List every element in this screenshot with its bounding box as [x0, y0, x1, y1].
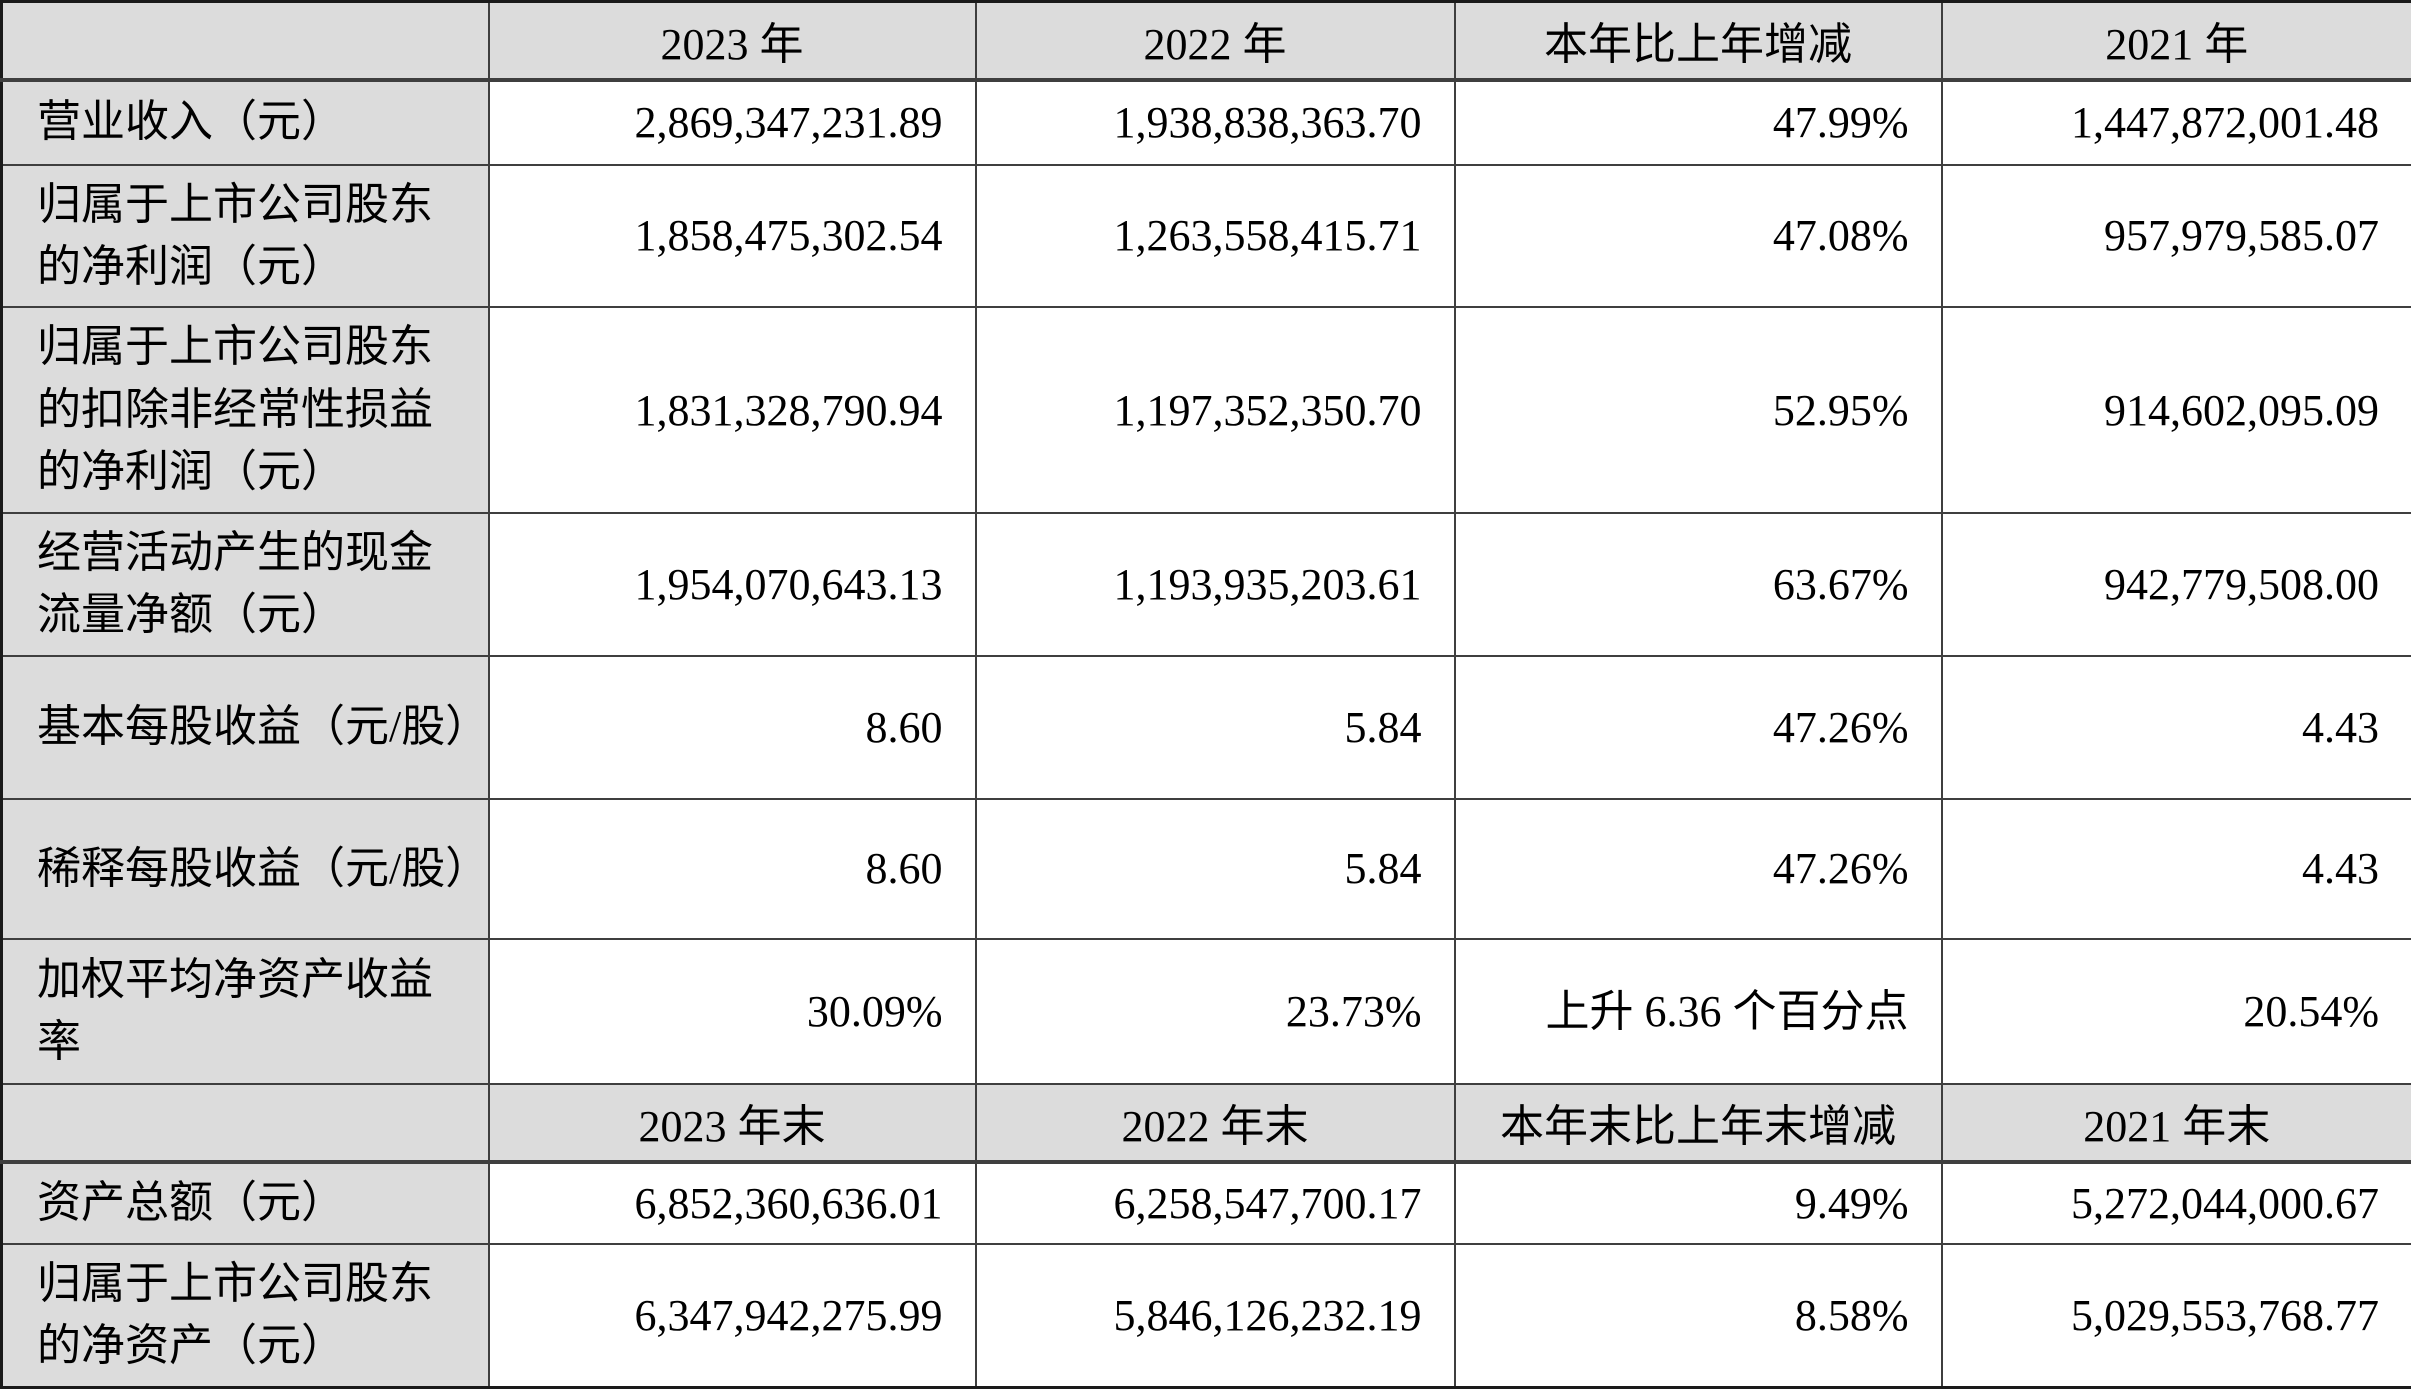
- value-net-assets-change: 8.58%: [1455, 1244, 1942, 1387]
- value-net-profit-2022: 1,263,558,415.71: [976, 165, 1455, 308]
- value-revenue-2022: 1,938,838,363.70: [976, 80, 1455, 165]
- value-weighted-roe-change: 上升 6.36 个百分点: [1455, 939, 1942, 1084]
- table-row-weighted-roe: 加权平均净资产收益率 30.09% 23.73% 上升 6.36 个百分点 20…: [2, 939, 2411, 1084]
- header-2023-end: 2023 年末: [489, 1084, 976, 1162]
- value-weighted-roe-2023: 30.09%: [489, 939, 976, 1084]
- table-row-basic-eps: 基本每股收益（元/股） 8.60 5.84 47.26% 4.43: [2, 656, 2411, 799]
- value-diluted-eps-2021: 4.43: [1942, 799, 2411, 939]
- value-net-assets-2022: 5,846,126,232.19: [976, 1244, 1455, 1387]
- value-deducted-net-profit-2022: 1,197,352,350.70: [976, 307, 1455, 512]
- row-label-net-profit: 归属于上市公司股东的净利润（元）: [2, 165, 489, 308]
- row-label-revenue: 营业收入（元）: [2, 80, 489, 165]
- value-diluted-eps-change: 47.26%: [1455, 799, 1942, 939]
- value-weighted-roe-2022: 23.73%: [976, 939, 1455, 1084]
- value-net-profit-2021: 957,979,585.07: [1942, 165, 2411, 308]
- value-deducted-net-profit-2023: 1,831,328,790.94: [489, 307, 976, 512]
- section2-header-row: 2023 年末 2022 年末 本年末比上年末增减 2021 年末: [2, 1084, 2411, 1162]
- corner-cell-2: [2, 1084, 489, 1162]
- value-basic-eps-2023: 8.60: [489, 656, 976, 799]
- value-operating-cash-flow-change: 63.67%: [1455, 513, 1942, 656]
- value-operating-cash-flow-2023: 1,954,070,643.13: [489, 513, 976, 656]
- value-basic-eps-2022: 5.84: [976, 656, 1455, 799]
- value-total-assets-2022: 6,258,547,700.17: [976, 1162, 1455, 1244]
- section1-header-row: 2023 年 2022 年 本年比上年增减 2021 年: [2, 2, 2411, 80]
- row-label-deducted-net-profit: 归属于上市公司股东的扣除非经常性损益的净利润（元）: [2, 307, 489, 512]
- value-weighted-roe-2021: 20.54%: [1942, 939, 2411, 1084]
- row-label-total-assets: 资产总额（元）: [2, 1162, 489, 1244]
- value-deducted-net-profit-change: 52.95%: [1455, 307, 1942, 512]
- header-2022-end: 2022 年末: [976, 1084, 1455, 1162]
- table-row-total-assets: 资产总额（元） 6,852,360,636.01 6,258,547,700.1…: [2, 1162, 2411, 1244]
- value-revenue-change: 47.99%: [1455, 80, 1942, 165]
- row-label-diluted-eps: 稀释每股收益（元/股）: [2, 799, 489, 939]
- value-diluted-eps-2023: 8.60: [489, 799, 976, 939]
- row-label-weighted-roe: 加权平均净资产收益率: [2, 939, 489, 1084]
- header-2022: 2022 年: [976, 2, 1455, 80]
- value-net-profit-change: 47.08%: [1455, 165, 1942, 308]
- value-diluted-eps-2022: 5.84: [976, 799, 1455, 939]
- value-revenue-2021: 1,447,872,001.48: [1942, 80, 2411, 165]
- table-row-operating-cash-flow: 经营活动产生的现金流量净额（元） 1,954,070,643.13 1,193,…: [2, 513, 2411, 656]
- value-net-profit-2023: 1,858,475,302.54: [489, 165, 976, 308]
- row-label-basic-eps: 基本每股收益（元/股）: [2, 656, 489, 799]
- row-label-net-assets: 归属于上市公司股东的净资产（元）: [2, 1244, 489, 1387]
- value-total-assets-2021: 5,272,044,000.67: [1942, 1162, 2411, 1244]
- row-label-operating-cash-flow: 经营活动产生的现金流量净额（元）: [2, 513, 489, 656]
- header-2021-end: 2021 年末: [1942, 1084, 2411, 1162]
- value-deducted-net-profit-2021: 914,602,095.09: [1942, 307, 2411, 512]
- table-row-net-profit: 归属于上市公司股东的净利润（元） 1,858,475,302.54 1,263,…: [2, 165, 2411, 308]
- table-row-deducted-net-profit: 归属于上市公司股东的扣除非经常性损益的净利润（元） 1,831,328,790.…: [2, 307, 2411, 512]
- value-operating-cash-flow-2021: 942,779,508.00: [1942, 513, 2411, 656]
- value-basic-eps-2021: 4.43: [1942, 656, 2411, 799]
- value-revenue-2023: 2,869,347,231.89: [489, 80, 976, 165]
- header-year-end-change: 本年末比上年末增减: [1455, 1084, 1942, 1162]
- value-basic-eps-change: 47.26%: [1455, 656, 1942, 799]
- table-row-revenue: 营业收入（元） 2,869,347,231.89 1,938,838,363.7…: [2, 80, 2411, 165]
- value-operating-cash-flow-2022: 1,193,935,203.61: [976, 513, 1455, 656]
- header-2023: 2023 年: [489, 2, 976, 80]
- header-2021: 2021 年: [1942, 2, 2411, 80]
- value-net-assets-2023: 6,347,942,275.99: [489, 1244, 976, 1387]
- value-total-assets-change: 9.49%: [1455, 1162, 1942, 1244]
- value-total-assets-2023: 6,852,360,636.01: [489, 1162, 976, 1244]
- table-row-diluted-eps: 稀释每股收益（元/股） 8.60 5.84 47.26% 4.43: [2, 799, 2411, 939]
- header-yoy-change: 本年比上年增减: [1455, 2, 1942, 80]
- corner-cell: [2, 2, 489, 80]
- table-row-net-assets: 归属于上市公司股东的净资产（元） 6,347,942,275.99 5,846,…: [2, 1244, 2411, 1387]
- value-net-assets-2021: 5,029,553,768.77: [1942, 1244, 2411, 1387]
